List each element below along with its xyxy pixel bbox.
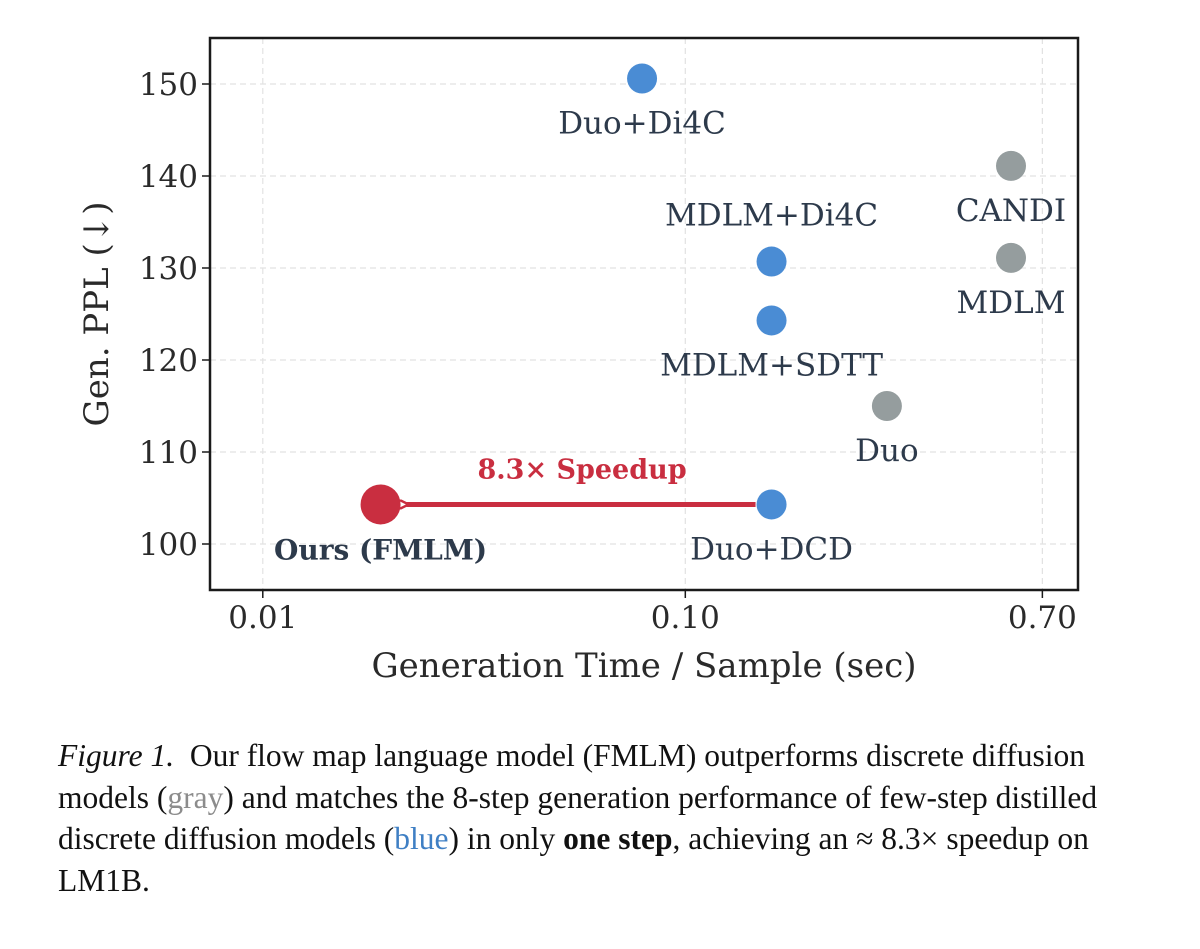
label-mdlm: MDLM (957, 285, 1066, 321)
x-axis-label: Generation Time / Sample (sec) (371, 646, 916, 686)
label-ours-fmlm: Ours (FMLM) (274, 533, 487, 566)
label-mdlm-di4c: MDLM+Di4C (665, 198, 878, 234)
data-points (360, 63, 1027, 525)
caption-blue-word: blue (394, 821, 449, 856)
y-axis-label: Gen. PPL (↓) (77, 202, 117, 427)
point-duo-di4c (627, 63, 658, 94)
point-labels: Duo+Di4C MDLM+Di4C MDLM+SDTT Duo+DCD CANDI MD… (274, 105, 1066, 567)
x-tick-label: 0.01 (228, 600, 297, 636)
x-tick-label: 0.70 (1008, 600, 1077, 636)
scatter-chart: 0.01 0.10 0.70 100 110 120 130 140 150 8.3× Spee… (77, 36, 1080, 686)
caption-text-3: ) in only (448, 821, 564, 856)
speedup-arrow-group: 8.3× Speedup (407, 454, 756, 504)
speedup-annotation: 8.3× Speedup (477, 454, 686, 485)
point-duo (871, 391, 902, 421)
y-tick-label: 130 (139, 251, 198, 287)
caption-text-2: ) and matches the 8-step generation perf… (58, 779, 1098, 857)
point-duo-dcd (756, 489, 787, 520)
point-mdlm-di4c (756, 246, 787, 277)
point-mdlm-sdtt (756, 305, 787, 336)
label-duo-di4c: Duo+Di4C (558, 105, 726, 141)
axis-ticks: 0.01 0.10 0.70 100 110 120 130 140 150 (139, 67, 1077, 636)
y-tick-label: 150 (139, 67, 198, 103)
caption-bold-phrase: one step (563, 821, 673, 856)
point-mdlm (996, 242, 1027, 273)
point-ours-fmlm (360, 484, 401, 525)
caption-text-1: Our flow map language model (FMLM) outpe… (58, 738, 1086, 815)
y-tick-label: 110 (139, 435, 198, 471)
y-tick-label: 120 (139, 343, 198, 379)
caption-gray-word: gray (167, 779, 224, 815)
caption-text-4: , achieving an ≈ 8.3× speedup on LM1B. (58, 821, 1089, 898)
label-mdlm-sdtt: MDLM+SDTT (660, 347, 883, 383)
label-duo: Duo (855, 433, 918, 469)
x-tick-label: 0.10 (651, 600, 720, 636)
figure-label: Figure 1. (58, 738, 175, 773)
y-tick-label: 100 (139, 527, 198, 563)
point-candi (996, 150, 1027, 181)
y-tick-label: 140 (139, 159, 198, 195)
plot-frame (208, 36, 1080, 592)
figure-caption: Figure 1. Our flow map language model (F… (58, 735, 1168, 901)
label-duo-dcd: Duo+DCD (690, 531, 853, 567)
label-candi: CANDI (956, 193, 1066, 229)
